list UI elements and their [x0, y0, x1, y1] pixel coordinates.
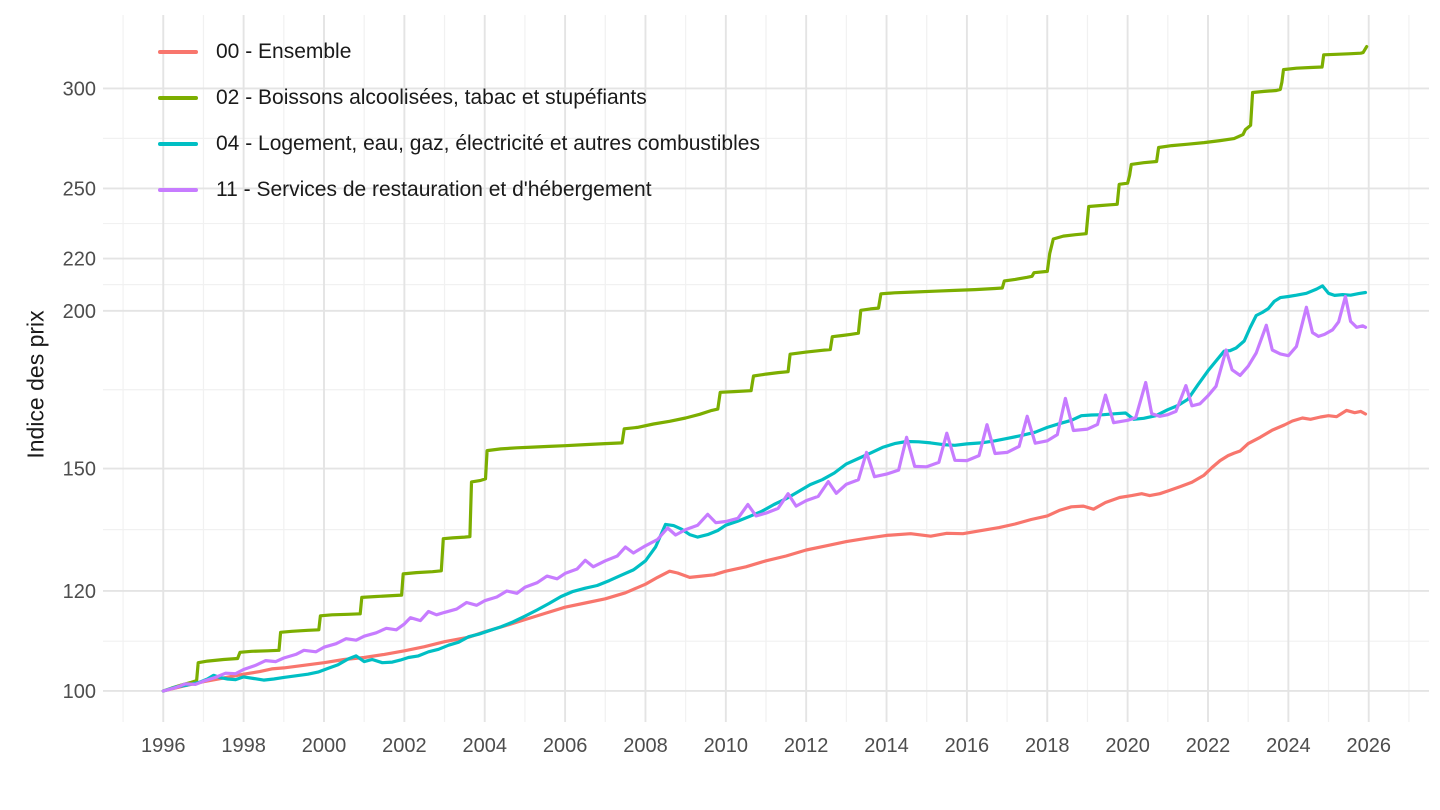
legend-item-11: 11 - Services de restauration et d'héber… [158, 167, 760, 213]
x-tick-label: 2006 [543, 735, 588, 757]
legend-item-02: 02 - Boissons alcoolisées, tabac et stup… [158, 75, 760, 121]
y-tick-label: 120 [63, 581, 96, 603]
legend-key-04 [158, 142, 198, 146]
legend-item-00: 00 - Ensemble [158, 29, 760, 75]
legend-label-00: 00 - Ensemble [216, 40, 352, 63]
x-tick-label: 2012 [784, 735, 829, 757]
x-tick-label: 2008 [623, 735, 668, 757]
x-tick-label: 1996 [141, 735, 186, 757]
y-tick-label: 200 [63, 301, 96, 323]
x-tick-label: 1998 [221, 735, 266, 757]
x-tick-label: 2010 [704, 735, 749, 757]
x-tick-label: 2016 [945, 735, 990, 757]
legend: 00 - Ensemble 02 - Boissons alcoolisées,… [158, 29, 760, 213]
x-tick-label: 2020 [1105, 735, 1150, 757]
x-tick-label: 2024 [1266, 735, 1311, 757]
y-tick-label: 300 [63, 78, 96, 100]
y-tick-label: 150 [63, 459, 96, 481]
x-tick-label: 2000 [302, 735, 347, 757]
series-line-04 [161, 284, 1368, 693]
legend-label-04: 04 - Logement, eau, gaz, électricité et … [216, 132, 760, 155]
series-line-00 [161, 408, 1368, 693]
legend-key-11 [158, 188, 198, 192]
x-tick-label: 2014 [864, 735, 909, 757]
legend-label-11: 11 - Services de restauration et d'héber… [216, 178, 652, 201]
legend-key-00 [158, 50, 198, 54]
series-line-02 [161, 44, 1369, 693]
y-tick-label: 220 [63, 249, 96, 271]
legend-item-04: 04 - Logement, eau, gaz, électricité et … [158, 121, 760, 167]
x-tick-label: 2004 [462, 735, 507, 757]
x-tick-label: 2002 [382, 735, 427, 757]
y-tick-label: 250 [63, 178, 96, 200]
legend-label-02: 02 - Boissons alcoolisées, tabac et stup… [216, 86, 647, 109]
x-tick-label: 2022 [1186, 735, 1231, 757]
y-axis-title: Indice des prix [22, 310, 49, 459]
series-line-11 [161, 294, 1368, 693]
x-tick-label: 2026 [1346, 735, 1391, 757]
x-tick-label: 2018 [1025, 735, 1070, 757]
y-tick-label: 100 [63, 681, 96, 703]
legend-key-02 [158, 96, 198, 100]
